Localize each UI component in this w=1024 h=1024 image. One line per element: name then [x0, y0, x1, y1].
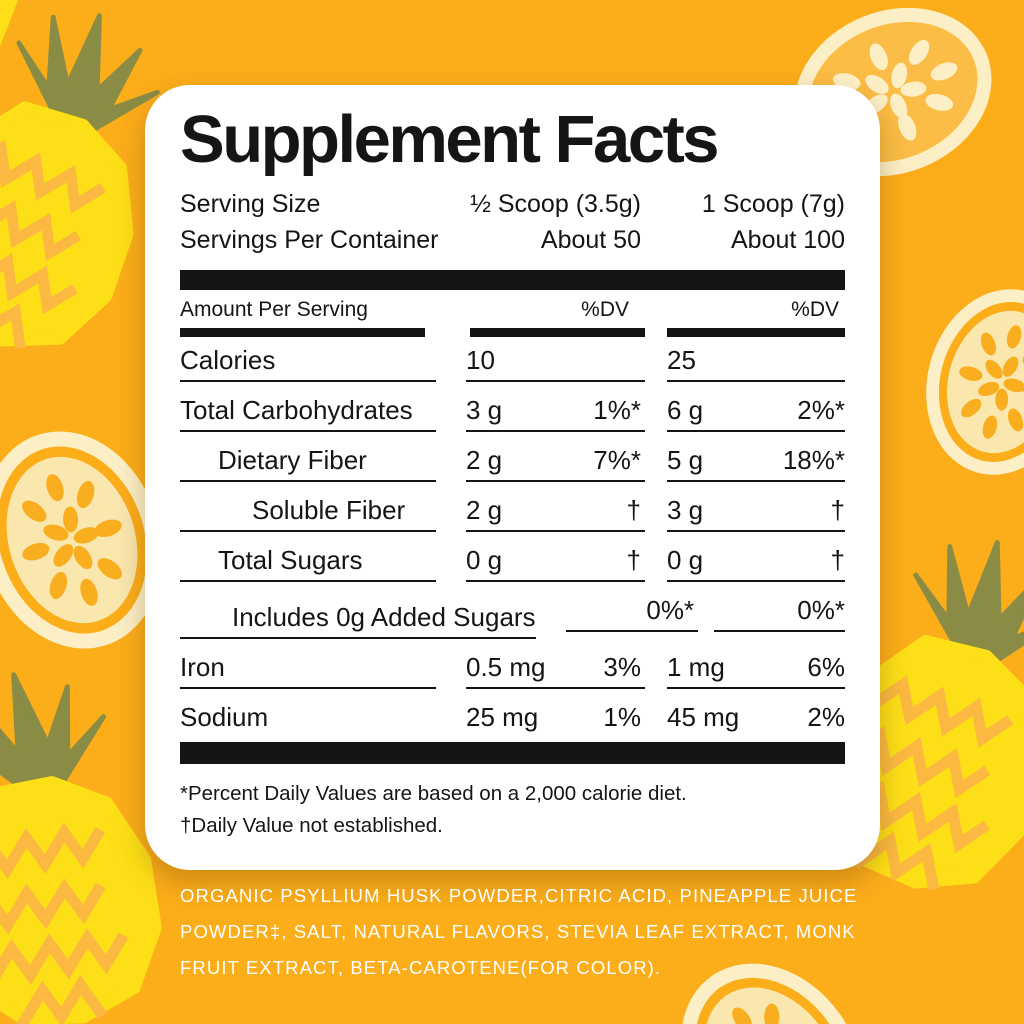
corner-pineapple-sliver: [0, 0, 18, 46]
one-scoop-cell: 25: [667, 345, 845, 383]
nutrient-name: Iron: [180, 652, 225, 683]
one-scoop-cell: 1 mg 6%: [667, 652, 845, 690]
nutrient-row: Includes 0g Added Sugars 0%* 0%*: [180, 587, 845, 644]
one-scoop-dv: 2%*: [797, 395, 845, 426]
dv-header-half-scoop: %DV: [581, 298, 629, 322]
one-scoop-dv: 18%*: [782, 445, 845, 476]
nutrient-name: Includes 0g Added Sugars: [232, 602, 536, 633]
half-scoop-dv: 7%*: [593, 445, 641, 476]
one-scoop-dv: †: [830, 545, 845, 576]
one-scoop-amount: 5 g: [667, 445, 704, 476]
half-scoop-dv: 1%*: [593, 395, 641, 426]
one-scoop-cell: 0%*: [714, 595, 845, 633]
one-scoop-cell: 45 mg 2%: [667, 702, 845, 737]
one-scoop-dv: 2%: [807, 702, 845, 733]
one-scoop-dv: †: [830, 495, 845, 526]
one-scoop-dv: 6%: [807, 652, 845, 683]
nutrient-row: Iron 0.5 mg 3% 1 mg 6%: [180, 644, 845, 694]
nutrient-name: Dietary Fiber: [218, 445, 367, 476]
one-scoop-amount: 0 g: [667, 545, 704, 576]
one-scoop-amount: 25: [667, 345, 696, 376]
serving-row-half-scoop-value: About 50: [540, 225, 641, 254]
half-scoop-dv: 1%: [603, 702, 641, 733]
nutrient-row: Sodium 25 mg 1% 45 mg 2%: [180, 694, 845, 742]
serving-row-label: Serving Size: [180, 190, 321, 219]
half-scoop-cell: 0%*: [565, 595, 699, 633]
footnotes: *Percent Daily Values are based on a 2,0…: [180, 778, 845, 842]
half-scoop-cell: 2 g †: [466, 495, 645, 533]
one-scoop-cell: 5 g 18%*: [667, 445, 845, 483]
one-scoop-amount: 6 g: [667, 395, 704, 426]
half-scoop-amount: 3 g: [466, 395, 503, 426]
half-scoop-amount: 0 g: [466, 545, 503, 576]
half-scoop-amount: 2 g: [466, 495, 503, 526]
supplement-facts-panel: Supplement Facts Serving Size ½ Scoop (3…: [145, 85, 880, 870]
half-scoop-dv: 0%*: [646, 595, 695, 626]
nutrient-name: Soluble Fiber: [252, 495, 406, 526]
divider-bar-top: [180, 270, 845, 291]
footnote-daily-value-not-established: †Daily Value not established.: [180, 814, 443, 838]
nutrient-name: Calories: [180, 345, 276, 376]
amount-per-serving-header: Amount Per Serving: [180, 298, 368, 322]
one-scoop-cell: 6 g 2%*: [667, 395, 845, 433]
serving-info-section: Serving Size ½ Scoop (3.5g) 1 Scoop (7g)…: [180, 187, 845, 258]
panel-title: Supplement Facts: [180, 102, 720, 177]
dv-header-one-scoop: %DV: [791, 298, 839, 322]
half-scoop-dv: †: [626, 545, 641, 576]
serving-row-one-scoop-value: 1 Scoop (7g): [701, 190, 845, 219]
serving-row: Servings Per Container About 50 About 10…: [180, 223, 845, 259]
half-scoop-cell: 3 g 1%*: [466, 395, 645, 433]
divider-bar-bottom: [180, 742, 845, 765]
fruit-slice-illustration-right: [914, 280, 1024, 484]
nutrient-row: Total Carbohydrates 3 g 1%* 6 g 2%*: [180, 387, 845, 437]
half-scoop-cell: 25 mg 1%: [466, 702, 645, 737]
footnote-daily-values: *Percent Daily Values are based on a 2,0…: [180, 782, 687, 806]
half-scoop-dv: †: [626, 495, 641, 526]
one-scoop-cell: 3 g †: [667, 495, 845, 533]
half-scoop-amount: 2 g: [466, 445, 503, 476]
serving-row: Serving Size ½ Scoop (3.5g) 1 Scoop (7g): [180, 187, 845, 223]
serving-row-label: Servings Per Container: [180, 225, 439, 254]
nutrient-row: Dietary Fiber 2 g 7%* 5 g 18%*: [180, 437, 845, 487]
half-scoop-dv: 3%: [603, 652, 641, 683]
ingredients-heading: INGREDIENTS: [180, 836, 364, 861]
nutrient-row: Calories 10 25: [180, 337, 845, 387]
header-underline-bars: [180, 328, 845, 338]
half-scoop-cell: 0 g †: [466, 545, 645, 583]
one-scoop-amount: 1 mg: [667, 652, 725, 683]
nutrient-name: Sodium: [180, 702, 269, 733]
table-header-row: Amount Per Serving %DV %DV: [180, 296, 845, 328]
one-scoop-amount: 3 g: [667, 495, 704, 526]
half-scoop-cell: 2 g 7%*: [466, 445, 645, 483]
serving-row-one-scoop-value: About 100: [731, 225, 845, 254]
half-scoop-cell: 10: [466, 345, 645, 383]
nutrient-name: Total Carbohydrates: [180, 395, 413, 426]
nutrient-name: Total Sugars: [218, 545, 363, 576]
serving-row-half-scoop-value: ½ Scoop (3.5g): [470, 190, 641, 219]
nutrient-row: Soluble Fiber 2 g † 3 g †: [180, 487, 845, 537]
half-scoop-amount: 0.5 mg: [466, 652, 546, 683]
half-scoop-amount: 10: [466, 345, 495, 376]
ingredients-text: ORGANIC PSYLLIUM HUSK POWDER,CITRIC ACID…: [180, 885, 858, 979]
half-scoop-cell: 0.5 mg 3%: [466, 652, 645, 690]
nutrient-table: Calories 10 25 Total Carbohydrates 3 g 1…: [180, 337, 845, 742]
one-scoop-amount: 45 mg: [667, 702, 740, 733]
nutrient-row: Total Sugars 0 g † 0 g †: [180, 537, 845, 587]
one-scoop-dv: 0%*: [797, 595, 845, 626]
half-scoop-amount: 25 mg: [466, 702, 539, 733]
ingredients-section: INGREDIENTS ORGANIC PSYLLIUM HUSK POWDER…: [180, 836, 910, 986]
one-scoop-cell: 0 g †: [667, 545, 845, 583]
